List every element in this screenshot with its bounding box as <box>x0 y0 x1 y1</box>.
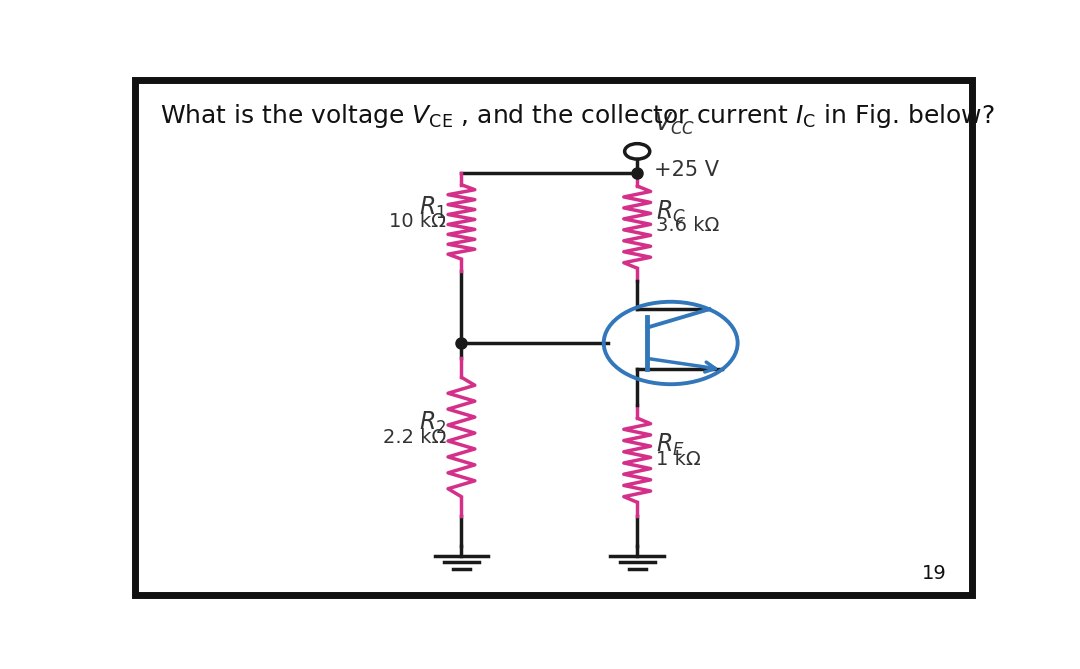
Text: 10 kΩ: 10 kΩ <box>390 213 446 231</box>
Text: What is the voltage $V_{\rm CE}$ , and the collector current $I_{\rm C}$ in Fig.: What is the voltage $V_{\rm CE}$ , and t… <box>160 102 995 130</box>
Text: $V_{CC}$: $V_{CC}$ <box>653 111 696 137</box>
Text: 2.2 kΩ: 2.2 kΩ <box>383 427 446 446</box>
Text: $R_2$: $R_2$ <box>419 409 446 436</box>
Text: $R_E$: $R_E$ <box>656 432 685 458</box>
Text: 3.6 kΩ: 3.6 kΩ <box>656 215 719 235</box>
Text: 1 kΩ: 1 kΩ <box>656 450 700 469</box>
Text: +25 V: +25 V <box>653 160 719 180</box>
Text: $R_1$: $R_1$ <box>419 195 446 221</box>
Text: $R_C$: $R_C$ <box>656 199 686 225</box>
Text: 19: 19 <box>922 563 947 583</box>
